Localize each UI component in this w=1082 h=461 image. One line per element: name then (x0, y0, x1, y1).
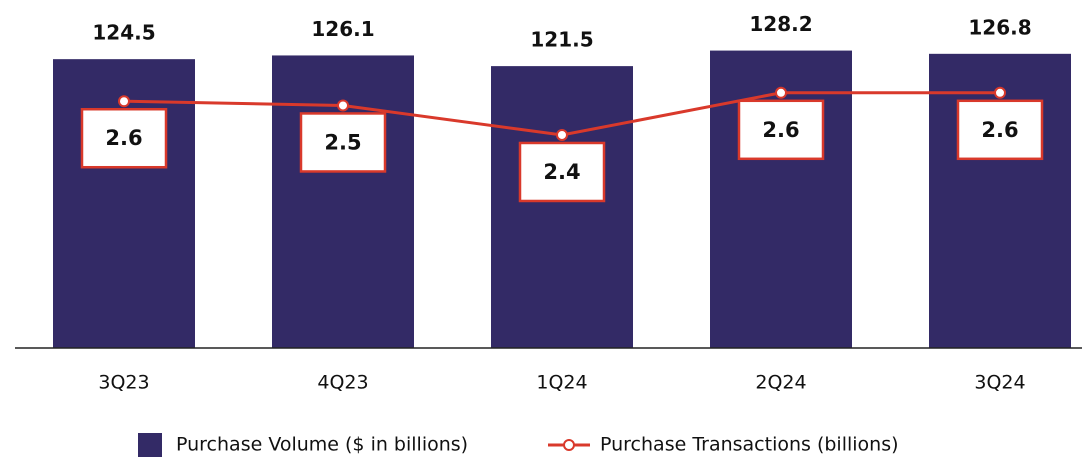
value-label-box (737, 99, 825, 161)
x-tick-label: 3Q24 (974, 372, 1025, 394)
line-marker (556, 128, 568, 141)
bar-label: 124.5 (92, 21, 155, 45)
bar-label: 126.1 (311, 17, 374, 41)
value-label: 2.4 (543, 160, 580, 184)
line-marker (337, 99, 349, 112)
value-label: 2.6 (105, 126, 142, 150)
bar-label: 121.5 (530, 28, 593, 52)
line-marker (775, 86, 787, 99)
bar-label: 126.8 (968, 15, 1031, 39)
legend-swatch (138, 433, 162, 457)
value-label-box (956, 99, 1044, 161)
value-label: 2.5 (324, 130, 361, 154)
x-tick-label: 4Q23 (317, 372, 368, 394)
legend-marker (563, 439, 575, 451)
value-label: 2.6 (762, 118, 799, 142)
line-marker (994, 86, 1006, 99)
legend-label: Purchase Volume ($ in billions) (176, 434, 468, 456)
value-label: 2.6 (981, 118, 1018, 142)
value-label-box (299, 112, 387, 173)
value-label-box (80, 107, 168, 169)
x-tick-label: 2Q24 (755, 372, 806, 394)
line-marker (118, 95, 130, 108)
bar (272, 55, 414, 348)
bar (491, 66, 633, 349)
bar (53, 59, 195, 348)
legend-label: Purchase Transactions (billions) (600, 434, 899, 456)
x-tick-label: 3Q23 (98, 372, 149, 394)
value-label-box (518, 141, 606, 203)
bar-label: 128.2 (749, 12, 812, 36)
x-tick-label: 1Q24 (536, 372, 587, 394)
